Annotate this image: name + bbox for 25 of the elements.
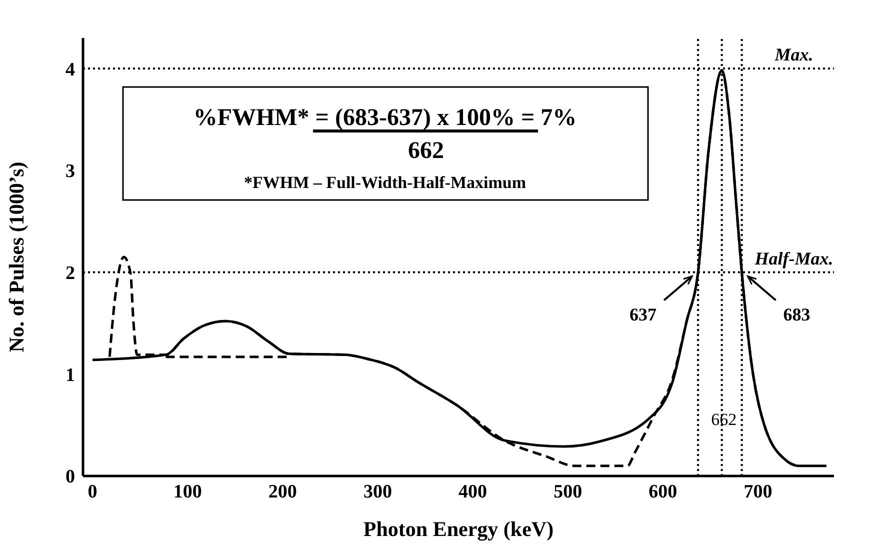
ref-line-label: Half-Max. — [754, 248, 834, 268]
annotation: (683-637) x 100% — [334, 105, 515, 131]
x-tick-label: 600 — [648, 481, 678, 502]
y-tick-label: 1 — [66, 364, 75, 386]
annotation: 662 — [408, 138, 444, 164]
x-axis-title: Photon Energy (keV) — [363, 517, 554, 541]
x-tick-label: 500 — [554, 481, 582, 502]
annotation: %FWHM* = — [193, 105, 335, 131]
y-axis-title: No. of Pulses (1000’s) — [4, 162, 28, 352]
x-tick-label: 200 — [268, 481, 297, 502]
annotation: 637 — [630, 304, 657, 324]
x-tick-label: 300 — [363, 481, 392, 502]
y-tick-label: 4 — [66, 59, 76, 80]
y-tick-label: 0 — [66, 466, 75, 488]
annotation: 683 — [783, 304, 810, 324]
y-tick-label: 3 — [66, 161, 75, 182]
x-tick-label: 400 — [458, 481, 488, 502]
ref-line-label: Max. — [774, 44, 814, 65]
x-tick-label: 0 — [88, 481, 98, 502]
annotation: = 7% — [514, 105, 577, 131]
x-tick-label: 100 — [173, 481, 202, 502]
x-tick-label: 700 — [744, 481, 772, 502]
annotation: *FWHM – Full-Width-Half-Maximum — [244, 173, 526, 192]
y-tick-label: 2 — [66, 263, 75, 284]
ref-line-label: 662 — [711, 410, 737, 430]
